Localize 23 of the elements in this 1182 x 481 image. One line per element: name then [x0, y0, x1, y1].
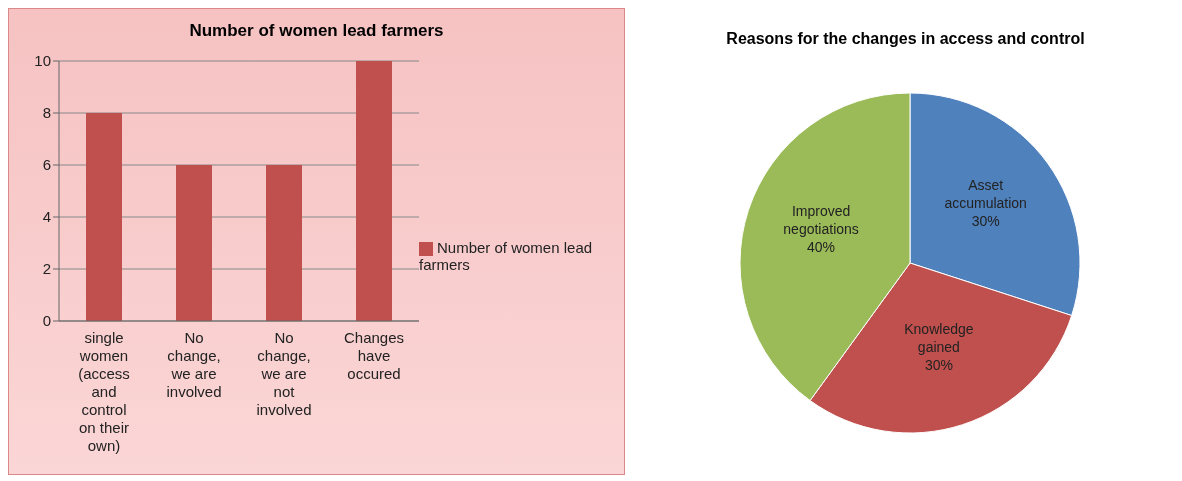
- data-label: 40%: [807, 239, 836, 256]
- x-tick-label: single women (access and control on their own): [78, 329, 130, 454]
- bar: [86, 113, 122, 321]
- data-label: 30%: [971, 213, 1000, 230]
- y-tick-label: 8: [42, 104, 51, 122]
- slice-label: Knowledge gained: [904, 320, 974, 355]
- y-tick-label: 2: [42, 260, 51, 278]
- bar: [176, 165, 212, 321]
- x-tick-label: Changes have occured: [343, 329, 405, 382]
- y-tick-label: 6: [42, 156, 51, 174]
- chart-title: Reasons for the changes in access and control: [725, 29, 1086, 48]
- y-tick-label: 10: [34, 52, 51, 70]
- legend-label: Number of women lead farmers: [419, 238, 593, 274]
- bar: [266, 165, 302, 321]
- x-tick-label: No change, we are involved: [166, 329, 222, 400]
- bar: [356, 61, 392, 321]
- chart-title: Number of women lead farmers: [188, 20, 445, 41]
- slice-label: Asset accumulation: [944, 177, 1027, 212]
- slice-label: Improved negotiations: [783, 203, 859, 238]
- y-tick-label: 0: [42, 312, 51, 330]
- data-label: 30%: [924, 356, 953, 373]
- y-tick-label: 4: [42, 208, 51, 226]
- x-tick-label: No change, we are not involved: [256, 329, 312, 418]
